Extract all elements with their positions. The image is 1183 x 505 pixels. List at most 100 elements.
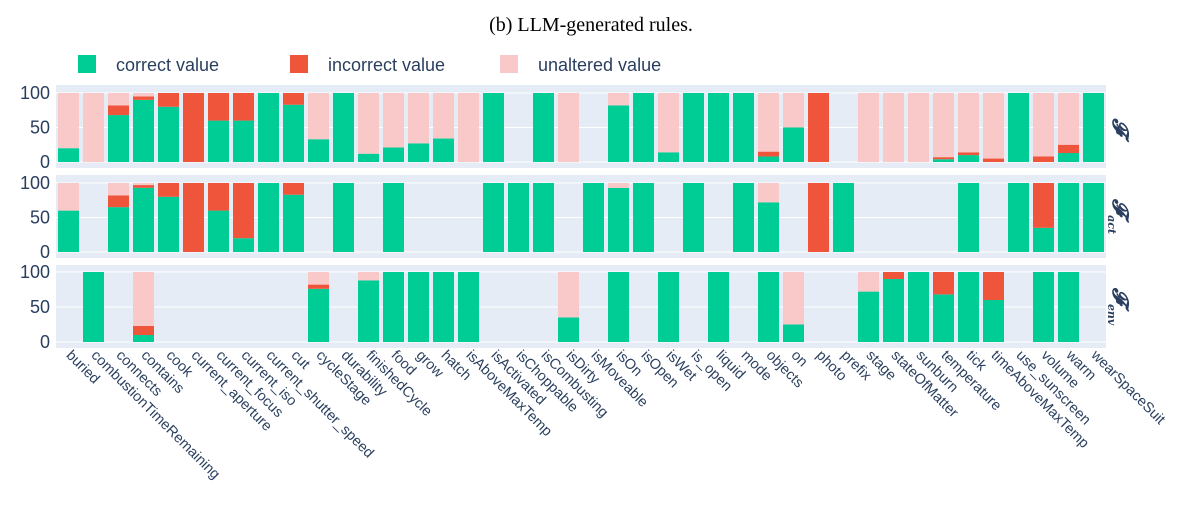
- bar-correct-isCombusting: [533, 183, 554, 252]
- y-tick-label: 0: [40, 332, 50, 352]
- bar-incorrect-cut: [283, 183, 304, 195]
- bar-incorrect-volume: [1033, 183, 1054, 228]
- bar-correct-objects: [758, 156, 779, 162]
- bar-incorrect-current_aperture: [183, 93, 204, 162]
- bar-incorrect-current_iso: [233, 93, 254, 121]
- bar-unaltered-combustionTimeRemaining: [83, 93, 104, 162]
- panel-title-2: 𝓕act: [1105, 198, 1133, 234]
- legend-label-incorrect-value: incorrect value: [328, 55, 445, 75]
- bar-unaltered-cycleStage: [308, 93, 329, 140]
- bar-correct-isOn: [608, 105, 629, 162]
- bar-correct-food: [383, 272, 404, 342]
- bar-correct-contains: [133, 187, 154, 252]
- bar-unaltered-buried: [58, 183, 79, 211]
- bar-incorrect-temperature: [933, 272, 954, 295]
- bar-correct-tick: [958, 183, 979, 252]
- bar-correct-stage: [858, 291, 879, 342]
- bar-unaltered-contains: [133, 93, 154, 97]
- legend-label-correct-value: correct value: [116, 55, 219, 75]
- bar-incorrect-current_focus: [208, 183, 229, 211]
- bar-correct-isMoveable: [583, 183, 604, 252]
- bar-correct-tick: [958, 155, 979, 162]
- bar-correct-isOpen: [633, 183, 654, 252]
- bar-correct-isOpen: [633, 93, 654, 162]
- y-tick-label: 50: [30, 208, 50, 228]
- bar-unaltered-sunburn: [908, 93, 929, 162]
- bar-incorrect-contains: [133, 185, 154, 188]
- bar-correct-on: [783, 127, 804, 162]
- bar-correct-isAboveMaxTemp: [458, 272, 479, 342]
- bar-correct-isWet: [658, 152, 679, 162]
- bar-correct-temperature: [933, 294, 954, 342]
- bar-unaltered-volume: [1033, 93, 1054, 157]
- bar-unaltered-temperature: [933, 93, 954, 158]
- bar-correct-liquid: [708, 272, 729, 342]
- legend-swatch-correct-value: [78, 55, 96, 73]
- bar-incorrect-timeAboveMaxTemp: [983, 158, 1004, 162]
- bar-incorrect-contains: [133, 325, 154, 335]
- plot-panels: 0 50 100 𝓕 0 50 100 𝓕act 0 50 100 𝓕env: [20, 83, 1133, 352]
- bar-unaltered-grow: [408, 93, 429, 144]
- bar-correct-cut: [283, 104, 304, 162]
- bar-unaltered-hatch: [433, 93, 454, 139]
- bar-correct-warm: [1058, 272, 1079, 342]
- bar-correct-on: [783, 324, 804, 342]
- legend-label-unaltered-value: unaltered value: [538, 55, 661, 75]
- bar-unaltered-isOn: [608, 93, 629, 106]
- bar-correct-combustionTimeRemaining: [83, 272, 104, 342]
- bar-correct-isOn: [608, 272, 629, 342]
- panel-2: 0 50 100 𝓕act: [20, 173, 1133, 262]
- bar-incorrect-volume: [1033, 156, 1054, 162]
- bar-correct-isChoppable: [508, 183, 529, 252]
- bar-correct-mode: [733, 183, 754, 252]
- panel-1: 0 50 100 𝓕: [20, 83, 1133, 172]
- bar-incorrect-stateOfMatter: [883, 272, 904, 279]
- bar-correct-isActivated: [483, 183, 504, 252]
- bar-correct-current_iso: [233, 238, 254, 252]
- panel-background: [56, 175, 1106, 258]
- bar-correct-food: [383, 147, 404, 162]
- y-tick-label: 50: [30, 297, 50, 317]
- bar-unaltered-tick: [958, 93, 979, 153]
- panel-background: [56, 85, 1106, 168]
- bar-correct-mode: [733, 93, 754, 162]
- chart-title: (b) LLM-generated rules.: [489, 14, 693, 36]
- bar-correct-current_iso: [233, 120, 254, 162]
- bar-correct-contains: [133, 99, 154, 162]
- bar-correct-isOn: [608, 187, 629, 252]
- bar-correct-hatch: [433, 272, 454, 342]
- bar-correct-finishedCycle: [358, 280, 379, 342]
- bar-incorrect-cook: [158, 183, 179, 197]
- bar-unaltered-stage: [858, 93, 879, 162]
- x-tick-label-grow: grow: [413, 348, 447, 382]
- bar-correct-current_shutter_speed: [258, 183, 279, 252]
- bar-incorrect-cook: [158, 93, 179, 107]
- bar-correct-connects: [108, 207, 129, 252]
- x-axis-tick-labels: buriedcombustionTimeRemainingconnectscon…: [63, 347, 1168, 483]
- bar-unaltered-finishedCycle: [358, 93, 379, 154]
- bar-unaltered-objects: [758, 93, 779, 152]
- bar-unaltered-warm: [1058, 93, 1079, 145]
- bar-incorrect-photo: [808, 93, 829, 162]
- x-tick-label-wearSpaceSuit: wearSpaceSuit: [1087, 347, 1168, 428]
- bar-correct-cook: [158, 196, 179, 252]
- bar-correct-is_open: [683, 93, 704, 162]
- panel-title-3: 𝓕env: [1105, 287, 1133, 326]
- bar-unaltered-finishedCycle: [358, 272, 379, 281]
- bar-incorrect-current_iso: [233, 183, 254, 239]
- bar-unaltered-timeAboveMaxTemp: [983, 93, 1004, 159]
- bar-correct-finishedCycle: [358, 153, 379, 162]
- bar-correct-is_open: [683, 183, 704, 252]
- bar-unaltered-isDirty: [558, 272, 579, 318]
- bar-correct-volume: [1033, 227, 1054, 252]
- bar-correct-contains: [133, 335, 154, 342]
- bar-incorrect-cycleStage: [308, 284, 329, 289]
- bar-correct-wearSpaceSuit: [1083, 93, 1104, 162]
- bar-correct-grow: [408, 143, 429, 162]
- bar-correct-durability: [333, 183, 354, 252]
- panel-title-subscript: env: [1105, 304, 1118, 326]
- y-tick-label: 50: [30, 118, 50, 138]
- y-tick-label: 100: [20, 262, 50, 282]
- legend: correct value incorrect value unaltered va…: [78, 55, 661, 75]
- bar-correct-grow: [408, 272, 429, 342]
